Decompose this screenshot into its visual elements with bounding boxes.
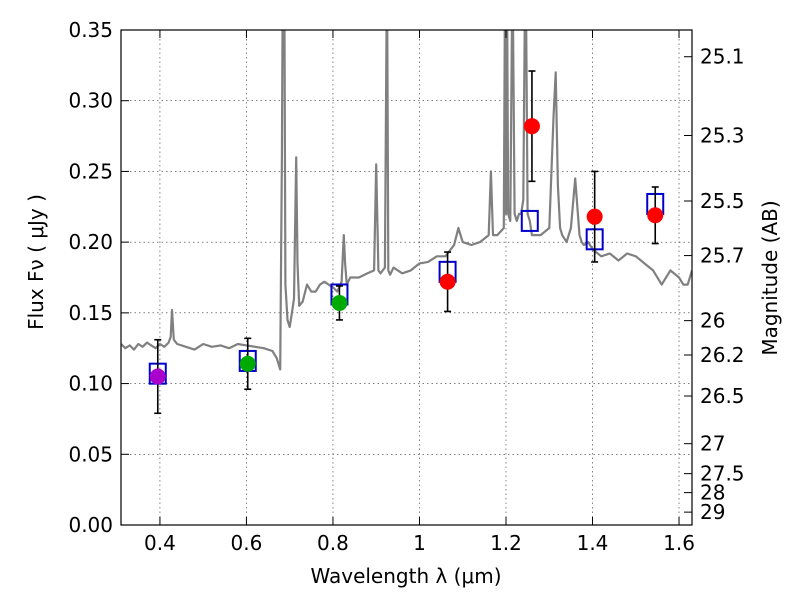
plot-area xyxy=(121,30,692,371)
magnitude-tick-label: 29 xyxy=(700,500,725,524)
x-tick-label: 0.4 xyxy=(144,531,176,555)
y-tick-label: 0.00 xyxy=(68,513,113,537)
magnitude-tick-label: 26.2 xyxy=(700,343,745,367)
y-tick-label: 0.35 xyxy=(68,18,113,42)
plot-frame xyxy=(120,29,693,526)
y-tick-label: 0.20 xyxy=(68,230,113,254)
observed-flux-point xyxy=(439,273,456,290)
gridlines xyxy=(121,30,692,525)
observed-flux-point xyxy=(647,207,664,224)
y-tick-label: 0.15 xyxy=(68,301,113,325)
data-marks xyxy=(148,70,665,415)
x-tick-label: 1 xyxy=(413,531,426,555)
magnitude-tick-label: 25.3 xyxy=(700,124,745,148)
magnitude-tick-label: 25.1 xyxy=(700,45,745,69)
observed-flux-point xyxy=(523,118,540,135)
magnitude-tick-label: 25.7 xyxy=(700,244,745,268)
axis-ticks xyxy=(121,29,692,526)
y-tick-label: 0.30 xyxy=(68,89,113,113)
x-tick-label: 0.6 xyxy=(231,531,263,555)
y-tick-label: 0.05 xyxy=(68,442,113,466)
x-axis-title: Wavelength λ (μm) xyxy=(310,564,501,588)
observed-flux-point xyxy=(331,294,348,311)
x-tick-label: 1.6 xyxy=(663,531,695,555)
magnitude-tick-label: 27.5 xyxy=(700,462,745,486)
model-photometry-square xyxy=(520,209,539,232)
x-tick-label: 1.4 xyxy=(577,531,609,555)
y-axis-title: Flux Fν ( μJy ) xyxy=(24,194,48,330)
axis-tick-labels: 0.4 0.6 0.8 1 1.2 1.4 1.6 0.00 0.05 0.10 0.15 0.20 0… xyxy=(68,18,744,555)
y2-axis-title: Magnitude (AB) xyxy=(758,200,782,355)
magnitude-tick-label: 25.5 xyxy=(700,189,745,213)
magnitude-tick-label: 27 xyxy=(700,432,725,456)
model-spectrum-line xyxy=(121,30,692,371)
x-tick-label: 1.2 xyxy=(490,531,522,555)
observed-flux-point xyxy=(239,355,256,372)
y-tick-label: 0.10 xyxy=(68,372,113,396)
x-tick-label: 0.8 xyxy=(317,531,349,555)
observed-flux-point xyxy=(149,368,166,385)
y-tick-label: 0.25 xyxy=(68,159,113,183)
magnitude-tick-label: 26 xyxy=(700,309,725,333)
magnitude-tick-label: 26.5 xyxy=(700,384,745,408)
observed-flux-point xyxy=(586,208,603,225)
magnitude-tick-label: 28 xyxy=(700,481,725,505)
